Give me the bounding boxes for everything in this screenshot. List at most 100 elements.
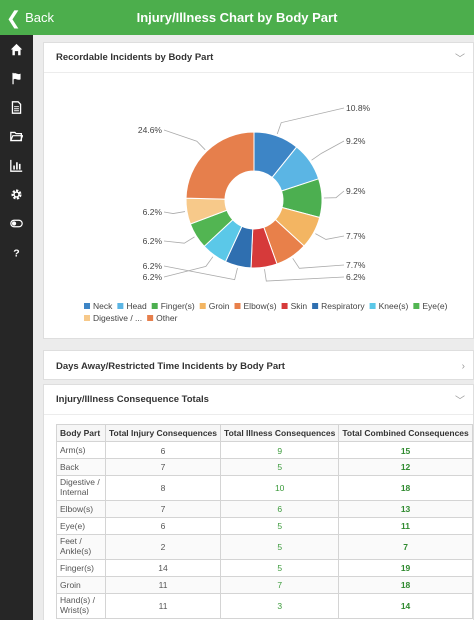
row-body-part: Groin [56,576,106,594]
sidebar-item-document[interactable] [0,93,33,122]
sidebar-item-flag[interactable] [0,64,33,93]
row-body-part: Elbow(s) [56,500,106,518]
sidebar-item-charts[interactable] [0,151,33,180]
main-content: Recordable Incidents by Body Part ﹀ 10.8… [33,35,474,620]
consequence-totals-title: Injury/Illness Consequence Totals [56,394,209,405]
table-row: Feet / Ankle(s) 2 5 7 [56,534,473,560]
leader-line-0 [276,107,345,135]
legend-swatch-10[interactable] [147,315,154,321]
legend-label-10[interactable]: Other [156,313,177,323]
leader-line-8 [163,236,195,244]
legend-swatch-7[interactable] [369,303,376,309]
row-illness-value: 5 [220,517,340,535]
days-away-title: Days Away/Restricted Time Incidents by B… [56,360,285,372]
row-combined-value: 18 [338,576,473,594]
legend-label-8[interactable]: Eye(e) [422,301,447,311]
row-illness-value: 10 [220,475,340,501]
consequence-totals-header[interactable]: Injury/Illness Consequence Totals ﹀ [44,385,473,415]
row-injury-value: 6 [104,517,222,535]
legend-label-7[interactable]: Knee(s) [379,301,409,311]
legend-swatch-2[interactable] [151,303,158,309]
legend-swatch-4[interactable] [234,303,241,309]
legend-label-1[interactable]: Head [126,301,147,311]
recordable-incidents-title: Recordable Incidents by Body Part [56,52,214,63]
chevron-left-icon: ❮ [6,7,22,28]
slice-value-label-3: 7.7% [346,231,366,241]
legend-swatch-0[interactable] [84,303,90,309]
row-body-part: Digestive / Internal [56,475,106,501]
legend-swatch-6[interactable] [312,303,319,309]
table-row: Elbow(s) 7 6 13 [56,500,473,518]
days-away-header[interactable]: Days Away/Restricted Time Incidents by B… [44,351,473,381]
slice-value-label-1: 9.2% [346,136,366,146]
consequence-table: Body Part Total Injury Consequences Tota… [56,424,473,619]
sidebar-item-folder[interactable] [0,122,33,151]
row-body-part: Finger(s) [56,559,106,577]
legend-label-6[interactable]: Respiratory [321,301,365,311]
sidebar: ? [0,35,33,620]
legend-swatch-9[interactable] [84,315,90,321]
sidebar-item-home[interactable] [0,35,33,64]
slice-value-label-6: 6.2% [143,261,163,271]
column-header-injury: Total Injury Consequences [104,424,222,442]
slice-value-label-7: 6.2% [143,272,163,282]
row-injury-value: 7 [104,458,222,476]
row-illness-value: 3 [220,593,340,619]
legend-label-4[interactable]: Elbow(s) [244,301,277,311]
chevron-down-icon[interactable]: ﹀ [455,54,465,65]
row-combined-value: 7 [338,534,473,560]
back-button[interactable]: ❮ Back [6,0,54,35]
sidebar-item-help[interactable]: ? [0,238,33,267]
row-illness-value: 7 [220,576,340,594]
legend-label-2[interactable]: Finger(s) [161,301,195,311]
leader-line-1 [311,140,345,161]
row-injury-value: 6 [104,441,222,459]
sidebar-item-settings[interactable] [0,180,33,209]
legend-label-5[interactable]: Skin [291,301,308,311]
legend-swatch-5[interactable] [281,303,288,309]
leader-line-9 [163,211,186,214]
column-header-illness: Total Illness Consequences [220,424,340,442]
row-injury-value: 14 [104,559,222,577]
consequence-totals-card: Injury/Illness Consequence Totals ﹀ Body… [43,384,474,620]
column-header-body-part: Body Part [56,424,106,442]
legend-label-0[interactable]: Neck [93,301,113,311]
row-injury-value: 11 [104,576,222,594]
help-icon: ? [13,248,19,259]
table-row: Arm(s) 6 9 15 [56,441,473,459]
leader-line-5 [264,269,345,282]
chevron-down-icon[interactable]: ﹀ [455,396,465,407]
slice-value-label-5: 6.2% [346,272,366,282]
row-illness-value: 6 [220,500,340,518]
slice-value-label-9: 6.2% [143,207,163,217]
sidebar-item-toggle[interactable] [0,209,33,238]
back-label: Back [25,10,54,25]
legend-swatch-3[interactable] [199,303,206,309]
legend-label-3[interactable]: Groin [209,301,230,311]
bar-chart-icon [10,159,23,172]
row-body-part: Back [56,458,106,476]
row-illness-value: 5 [220,559,340,577]
table-header-row: Body Part Total Injury Consequences Tota… [56,424,473,442]
days-away-card: Days Away/Restricted Time Incidents by B… [43,350,474,380]
table-row: Back 7 5 12 [56,458,473,476]
leader-line-2 [323,190,345,199]
table-row: Finger(s) 14 5 19 [56,559,473,577]
row-combined-value: 12 [338,458,473,476]
row-body-part: Hand(s) / Wrist(s) [56,593,106,619]
slice-value-label-4: 7.7% [346,260,366,270]
row-injury-value: 11 [104,593,222,619]
table-row: Hand(s) / Wrist(s) 11 3 14 [56,593,473,619]
table-row: Eye(e) 6 5 11 [56,517,473,535]
recordable-incidents-header[interactable]: Recordable Incidents by Body Part ﹀ [44,43,473,73]
legend-label-9[interactable]: Digestive / ... [93,313,142,323]
pie-slice-10[interactable] [185,131,255,200]
legend-swatch-1[interactable] [117,303,124,309]
chevron-right-icon[interactable]: › [461,360,465,372]
svg-text:?: ? [13,248,19,259]
row-body-part: Arm(s) [56,441,106,459]
legend-swatch-8[interactable] [413,303,420,309]
row-injury-value: 2 [104,534,222,560]
recordable-incidents-card: Recordable Incidents by Body Part ﹀ 10.8… [43,42,474,339]
leader-line-3 [315,233,345,240]
